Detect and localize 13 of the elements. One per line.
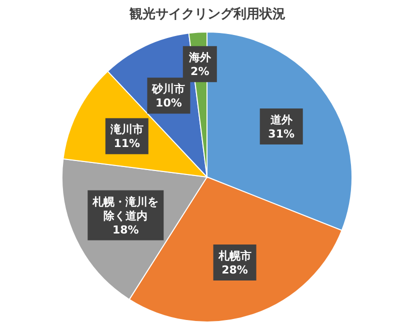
title: 観光サイクリング利用状況 [130,7,286,22]
data-label: 28% [222,264,248,276]
slice-label: 砂川市 [151,82,186,96]
slice-label: 海外 [188,51,212,64]
data-label: 10% [156,96,182,110]
slice-label: 札幌・滝川を除く道内 [92,195,159,222]
data-label: 18% [112,223,139,236]
slice-label: 札幌市 [217,250,252,262]
slice-label: 滝川市 [109,123,144,136]
slice-label: 道外 [269,113,294,126]
data-label: 11% [114,137,140,150]
data-label: 2% [190,65,210,78]
data-label: 31% [268,127,295,140]
